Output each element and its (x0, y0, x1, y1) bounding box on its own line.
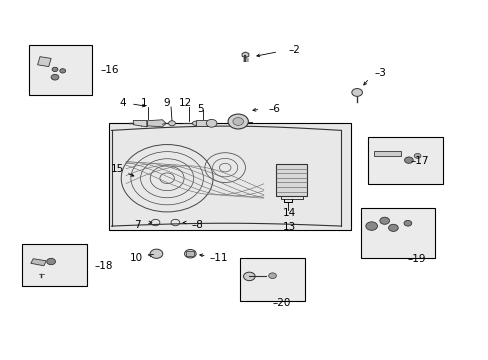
Polygon shape (242, 52, 248, 58)
Text: –2: –2 (288, 45, 300, 55)
Circle shape (232, 118, 243, 125)
Circle shape (351, 89, 362, 96)
Text: 10: 10 (129, 253, 142, 263)
Circle shape (403, 220, 411, 226)
Circle shape (388, 224, 397, 231)
Circle shape (206, 120, 217, 127)
Polygon shape (146, 120, 166, 127)
Circle shape (379, 217, 389, 224)
Circle shape (60, 69, 65, 73)
Text: –16: –16 (100, 65, 119, 75)
Text: 7: 7 (134, 220, 140, 230)
Text: –17: –17 (409, 156, 428, 166)
Bar (239, 258, 305, 301)
Text: 9: 9 (163, 98, 170, 108)
Bar (275, 164, 307, 196)
Text: 14: 14 (282, 208, 295, 217)
Polygon shape (31, 259, 46, 266)
Bar (373, 151, 400, 156)
Bar (22, 244, 87, 286)
Circle shape (404, 157, 412, 163)
Text: –20: –20 (271, 298, 290, 309)
Text: –18: –18 (95, 261, 113, 271)
Text: –8: –8 (191, 220, 203, 230)
Circle shape (268, 273, 276, 279)
Polygon shape (38, 57, 51, 67)
Bar (360, 208, 435, 258)
Circle shape (413, 153, 420, 158)
Bar (196, 121, 206, 126)
Text: –3: –3 (373, 68, 385, 78)
Circle shape (184, 249, 196, 258)
Ellipse shape (192, 121, 200, 125)
Text: 1: 1 (141, 98, 147, 108)
Text: –19: –19 (407, 254, 426, 264)
Circle shape (243, 272, 255, 281)
Polygon shape (133, 121, 146, 127)
Text: 4: 4 (119, 98, 126, 108)
Text: 5: 5 (196, 104, 203, 114)
Text: –11: –11 (209, 253, 228, 263)
Bar (29, 45, 92, 95)
Bar (367, 138, 442, 184)
Circle shape (227, 114, 248, 129)
Circle shape (168, 121, 175, 126)
Circle shape (150, 249, 163, 258)
Bar (109, 123, 350, 230)
Circle shape (365, 222, 377, 230)
Text: 15: 15 (111, 165, 124, 174)
Text: 13: 13 (282, 222, 295, 232)
Bar (186, 251, 194, 256)
Text: 12: 12 (179, 98, 192, 108)
Circle shape (51, 75, 59, 80)
Text: –6: –6 (268, 104, 280, 114)
Circle shape (52, 67, 58, 72)
Circle shape (47, 258, 55, 265)
